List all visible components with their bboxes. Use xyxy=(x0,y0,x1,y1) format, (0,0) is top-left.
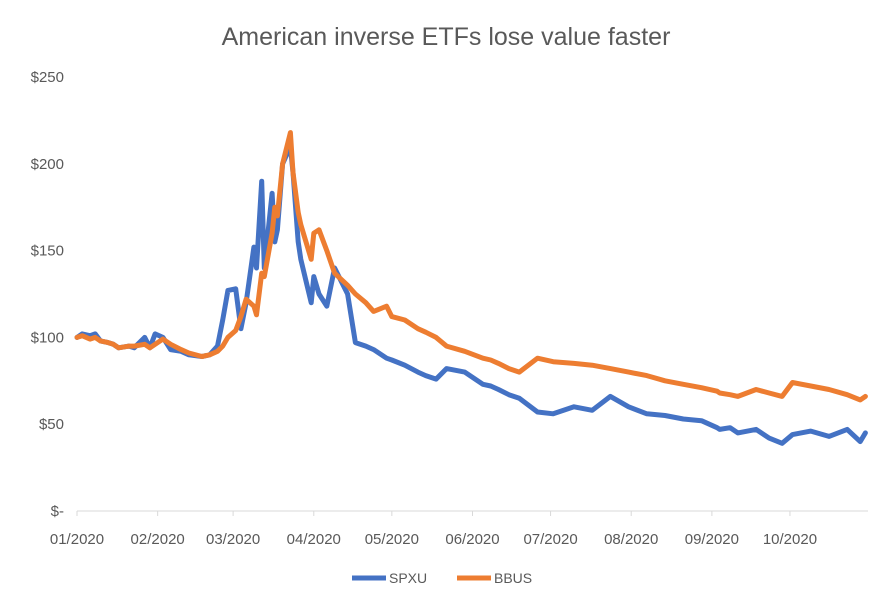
y-tick-label: $200 xyxy=(31,156,64,173)
chart-title: American inverse ETFs lose value faster xyxy=(222,23,671,51)
x-tick-label: 03/2020 xyxy=(206,531,260,548)
x-tick-label: 10/2020 xyxy=(763,531,817,548)
legend-label-bbus: BBUS xyxy=(494,570,532,586)
y-tick-label: $100 xyxy=(31,329,64,346)
y-tick-label: $- xyxy=(51,503,64,520)
series-line-bbus xyxy=(74,130,868,403)
x-tick-label: 04/2020 xyxy=(287,531,341,548)
y-tick-label: $50 xyxy=(39,416,64,433)
legend: SPXU BBUS xyxy=(352,570,532,586)
y-tick-label: $250 xyxy=(31,69,64,86)
x-tick-label: 06/2020 xyxy=(445,531,499,548)
series-line-spxu xyxy=(74,143,868,446)
legend-label-spxu: SPXU xyxy=(389,570,427,586)
x-axis-tick-labels: 01/2020 02/2020 03/2020 04/2020 05/2020 06/20… xyxy=(50,511,817,548)
series-lines xyxy=(74,130,868,446)
x-tick-label: 02/2020 xyxy=(131,531,185,548)
x-tick-label: 01/2020 xyxy=(50,531,104,548)
x-tick-label: 08/2020 xyxy=(604,531,658,548)
y-tick-label: $150 xyxy=(31,243,64,260)
x-tick-label: 09/2020 xyxy=(685,531,739,548)
x-tick-label: 07/2020 xyxy=(523,531,577,548)
y-axis-tick-labels: $- $50 $100 $150 $200 $250 xyxy=(31,69,64,520)
x-tick-label: 05/2020 xyxy=(365,531,419,548)
